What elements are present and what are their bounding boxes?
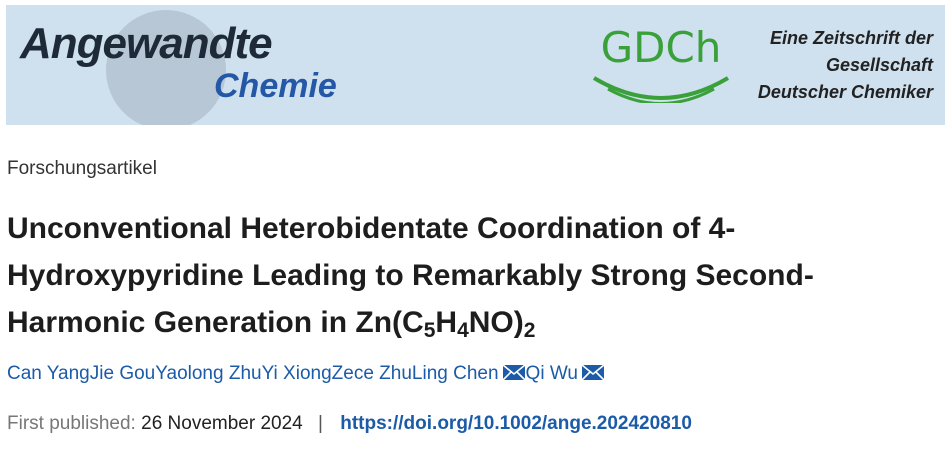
article-type: Forschungsartikel [7, 158, 157, 179]
society-name: GDCh [600, 23, 722, 72]
author-name[interactable]: Ling Chen [411, 363, 499, 384]
author-name[interactable]: Yaolong Zhu [155, 363, 262, 384]
society-tagline: Eine Zeitschrift der Gesellschaft Deutsche… [758, 25, 933, 106]
logo-circle [106, 10, 226, 125]
author: Yi Xiong [262, 363, 332, 384]
title-text: Unconventional Heterobidentate Coordinat… [7, 212, 814, 339]
title-text: H [435, 306, 458, 339]
subscript: 2 [523, 319, 536, 342]
logo-arcs [592, 76, 730, 103]
separator: | [318, 413, 323, 434]
journal-name: Chemie [214, 67, 337, 105]
tagline-line: Deutscher Chemiker [757, 82, 933, 102]
society-logo: GDCh [586, 23, 736, 103]
author: Qi Wu [526, 363, 605, 384]
author: Yaolong Zhu [155, 363, 261, 384]
journal-name: Angewandte [20, 19, 273, 68]
author-name[interactable]: Can Yang [7, 363, 90, 384]
email-icon[interactable] [501, 364, 526, 381]
tagline-line: Gesellschaft [825, 55, 933, 75]
author-name[interactable]: Zece Zhu [331, 363, 412, 384]
published-label: First published: [7, 413, 136, 434]
title-text: NO) [468, 306, 524, 339]
published-date: 26 November 2024 [141, 413, 303, 434]
subscript: 5 [423, 319, 436, 342]
publication-info: First published: 26 November 2024 | http… [7, 413, 692, 435]
journal-banner: Angewandte Chemie GDCh Eine Zeitschrift … [6, 5, 945, 125]
author: Ling Chen [412, 363, 526, 384]
author-name[interactable]: Jie Gou [89, 363, 156, 384]
author-list: Can YangJie GouYaolong ZhuYi XiongZece Z… [7, 363, 605, 385]
subscript: 4 [457, 319, 469, 342]
author: Zece Zhu [332, 363, 412, 384]
email-icon[interactable] [581, 364, 605, 381]
author: Can Yang [7, 363, 90, 384]
tagline-line: Eine Zeitschrift der [769, 28, 933, 48]
author-name[interactable]: Qi Wu [525, 363, 578, 384]
article-title: Unconventional Heterobidentate Coordinat… [7, 205, 942, 346]
author: Jie Gou [90, 363, 155, 384]
author-name[interactable]: Yi Xiong [261, 363, 332, 384]
doi-link[interactable]: https://doi.org/10.1002/ange.202420810 [340, 413, 692, 434]
